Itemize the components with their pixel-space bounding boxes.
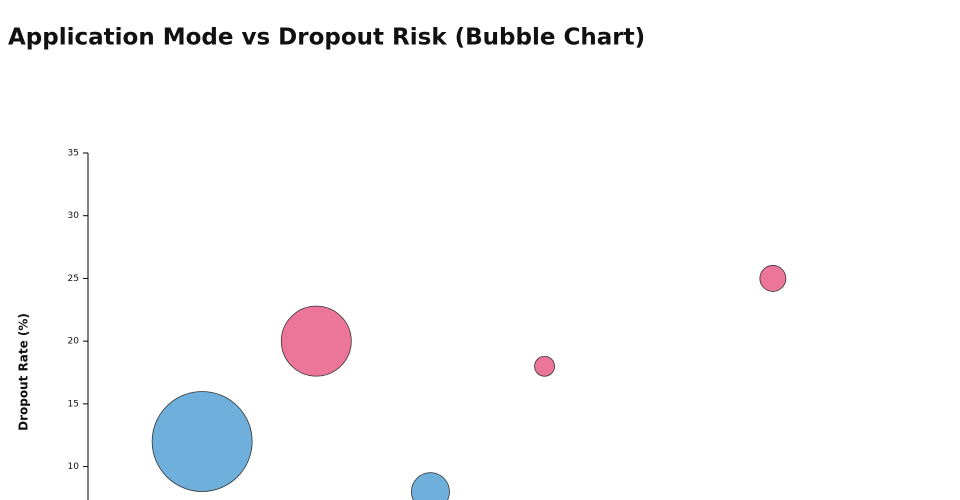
bubble bbox=[759, 265, 787, 292]
y-tick-label: 35 bbox=[68, 149, 79, 159]
bubble bbox=[411, 472, 450, 500]
y-tick-label: 25 bbox=[68, 274, 79, 284]
y-tick-label: 30 bbox=[68, 211, 80, 221]
bubble bbox=[534, 355, 555, 377]
y-axis-label: Dropout Rate (%) bbox=[17, 313, 31, 431]
y-tick-label: 15 bbox=[68, 399, 79, 409]
chart-title: Application Mode vs Dropout Risk (Bubble… bbox=[8, 25, 645, 51]
bubble bbox=[280, 305, 352, 377]
y-tick-label: 10 bbox=[68, 462, 80, 472]
y-tick-label: 20 bbox=[68, 337, 80, 347]
bubble bbox=[151, 391, 253, 492]
